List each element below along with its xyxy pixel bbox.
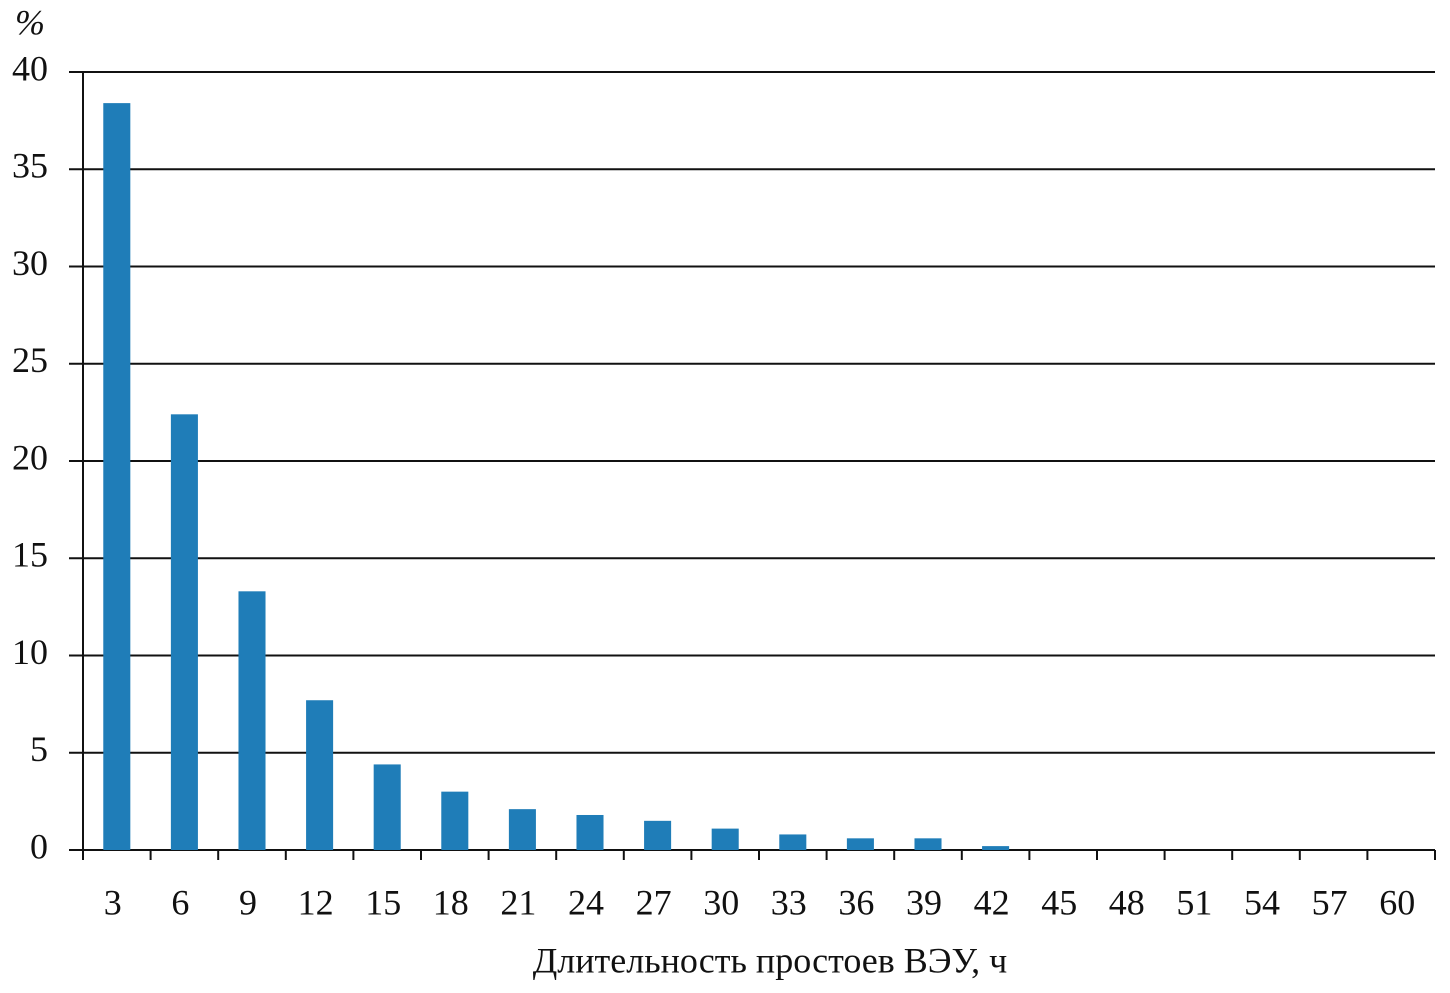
x-tick-label: 42: [974, 882, 1010, 922]
x-tick-label: 51: [1176, 882, 1212, 922]
bar: [982, 846, 1010, 850]
x-tick-label: 57: [1312, 882, 1348, 922]
x-tick-label: 3: [104, 882, 122, 922]
bar: [373, 764, 401, 850]
x-tick-label: 24: [568, 882, 604, 922]
x-tick-label: 36: [838, 882, 874, 922]
x-tick-label: 48: [1109, 882, 1145, 922]
y-tick-label: 30: [12, 243, 48, 283]
bar: [846, 838, 874, 850]
y-tick-label: 0: [30, 826, 48, 866]
x-tick-label: 60: [1379, 882, 1415, 922]
y-tick-label: 35: [12, 146, 48, 186]
y-tick-label: 15: [12, 535, 48, 575]
x-tick-label: 30: [703, 882, 739, 922]
y-axis-label: %: [15, 2, 45, 42]
x-tick-label: 9: [239, 882, 257, 922]
bar: [779, 834, 807, 850]
x-tick-label: 39: [906, 882, 942, 922]
x-tick-label: 33: [771, 882, 807, 922]
bar: [576, 814, 604, 850]
bar: [103, 103, 131, 851]
bar: [238, 591, 266, 850]
bar: [508, 809, 536, 850]
x-tick-label: 12: [298, 882, 334, 922]
bar: [306, 700, 334, 850]
bar: [711, 828, 739, 850]
x-tick-label: 21: [500, 882, 536, 922]
bar: [914, 838, 942, 850]
y-tick-label: 5: [30, 729, 48, 769]
y-tick-label: 10: [12, 632, 48, 672]
bar: [644, 820, 672, 850]
x-tick-label: 27: [636, 882, 672, 922]
x-axis-label: Длительность простоев ВЭУ, ч: [533, 940, 1008, 980]
x-tick-label: 18: [433, 882, 469, 922]
bar: [441, 791, 469, 850]
x-tick-label: 45: [1041, 882, 1077, 922]
y-tick-label: 40: [12, 48, 48, 88]
x-tick-label: 6: [171, 882, 189, 922]
x-tick-label: 15: [365, 882, 401, 922]
y-tick-label: 25: [12, 340, 48, 380]
y-tick-label: 20: [12, 437, 48, 477]
x-tick-label: 54: [1244, 882, 1280, 922]
bar: [170, 414, 198, 850]
